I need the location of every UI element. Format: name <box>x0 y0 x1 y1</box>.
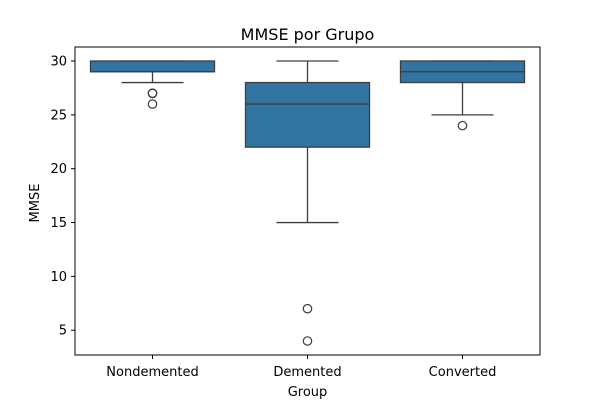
y-tick-label: 20 <box>50 162 67 177</box>
chart-title: MMSE por Grupo <box>241 25 375 44</box>
x-tick-label: Nondemented <box>106 365 198 380</box>
y-axis-label: MMSE <box>28 184 43 223</box>
y-tick-label: 25 <box>50 108 67 123</box>
y-tick-label: 10 <box>50 270 67 285</box>
x-axis-label: Group <box>288 385 328 400</box>
box-nondemented <box>89 60 216 73</box>
x-tick-label: Converted <box>429 365 497 380</box>
plot-frame <box>74 46 541 356</box>
outlier-point <box>302 336 313 346</box>
box-demented <box>244 81 371 148</box>
outlier-point <box>147 88 158 99</box>
y-tick-label: 30 <box>50 55 67 70</box>
y-tick-label: 5 <box>59 324 67 339</box>
plot-area: 5 10 15 20 25 30 Nondemented Demented Converted <box>50 55 526 380</box>
outlier-point <box>302 303 313 314</box>
outlier-point <box>147 99 158 109</box>
x-tick-label: Demented <box>273 365 341 380</box>
outlier-point <box>457 120 468 131</box>
y-tick-label: 15 <box>50 216 67 231</box>
